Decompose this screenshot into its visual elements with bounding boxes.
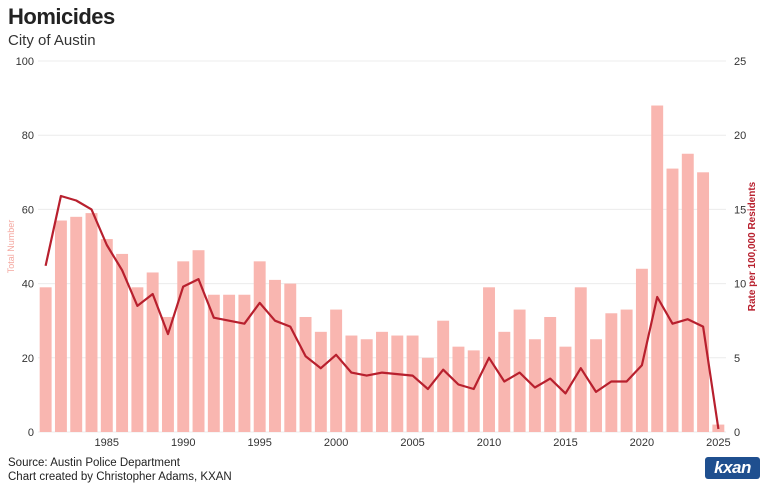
bar-2017 <box>590 339 603 432</box>
y-axis-label-right: Rate per 100,000 Residents <box>747 181 758 311</box>
bar-1982 <box>54 220 67 432</box>
y-tick-left-100: 100 <box>16 56 34 68</box>
bar-1983 <box>70 216 83 432</box>
bar-1998 <box>299 316 312 432</box>
bar-1989 <box>161 316 174 432</box>
bar-2006 <box>421 357 434 432</box>
chart-subtitle: City of Austin <box>8 32 96 49</box>
bar-2016 <box>574 287 587 432</box>
bar-2015 <box>559 346 572 432</box>
bar-1994 <box>238 294 251 432</box>
y-tick-left-0: 0 <box>28 427 34 439</box>
bar-2008 <box>452 346 465 432</box>
bar-2014 <box>544 316 557 432</box>
bar-2007 <box>437 320 450 432</box>
bar-2020 <box>635 268 648 432</box>
bar-2023 <box>681 153 694 432</box>
y-tick-left-20: 20 <box>22 353 34 365</box>
bar-2019 <box>620 309 633 432</box>
x-tick-1995: 1995 <box>247 437 271 449</box>
bar-1991 <box>192 250 205 432</box>
y-axis-label-left: Total Number <box>6 220 16 274</box>
bar-2002 <box>360 339 373 432</box>
bar-1988 <box>146 272 159 432</box>
x-tick-1985: 1985 <box>95 437 119 449</box>
y-tick-left-80: 80 <box>22 130 34 142</box>
bar-2004 <box>391 335 404 432</box>
y-tick-right-10: 10 <box>734 279 746 291</box>
bar-1992 <box>207 294 220 432</box>
bar-2018 <box>605 313 618 432</box>
bar-1995 <box>253 261 266 432</box>
rate-line <box>44 194 720 430</box>
bar-2003 <box>376 331 388 432</box>
chart-title: Homicides <box>8 4 115 29</box>
bar-1990 <box>177 261 190 432</box>
bar-1993 <box>223 294 236 432</box>
bar-1984 <box>85 213 98 432</box>
y-tick-right-15: 15 <box>734 204 746 216</box>
y-tick-right-0: 0 <box>734 427 740 439</box>
bar-2009 <box>467 350 480 432</box>
x-tick-2005: 2005 <box>400 437 424 449</box>
y-tick-right-5: 5 <box>734 353 740 365</box>
bar-2000 <box>330 309 343 432</box>
credit-note: Chart created by Christopher Adams, KXAN <box>8 471 232 483</box>
bar-2022 <box>666 168 679 432</box>
x-tick-2015: 2015 <box>553 437 577 449</box>
y-tick-right-20: 20 <box>734 130 746 142</box>
bar-2024 <box>697 172 710 433</box>
kxan-logo: kxan <box>705 457 760 479</box>
bar-2005 <box>406 335 419 432</box>
rate-line-series <box>44 194 720 430</box>
bar-1986 <box>116 253 129 432</box>
x-tick-2000: 2000 <box>324 437 348 449</box>
bar-2012 <box>513 309 526 432</box>
bar-1999 <box>314 331 327 432</box>
bar-1985 <box>100 239 113 432</box>
x-tick-2010: 2010 <box>477 437 501 449</box>
bar-series <box>39 105 725 433</box>
bar-1997 <box>284 283 297 432</box>
bar-2021 <box>651 105 664 433</box>
bar-1987 <box>131 287 144 432</box>
x-tick-2020: 2020 <box>630 437 654 449</box>
y-tick-right-25: 25 <box>734 56 746 68</box>
bar-1996 <box>269 279 281 432</box>
source-note: Source: Austin Police Department <box>8 457 180 469</box>
y-tick-left-40: 40 <box>22 279 34 291</box>
bar-1981 <box>39 287 52 432</box>
x-tick-1990: 1990 <box>171 437 195 449</box>
y-tick-left-60: 60 <box>22 204 34 216</box>
bar-2013 <box>528 339 541 432</box>
bar-2001 <box>345 335 358 432</box>
x-tick-2025: 2025 <box>706 437 730 449</box>
